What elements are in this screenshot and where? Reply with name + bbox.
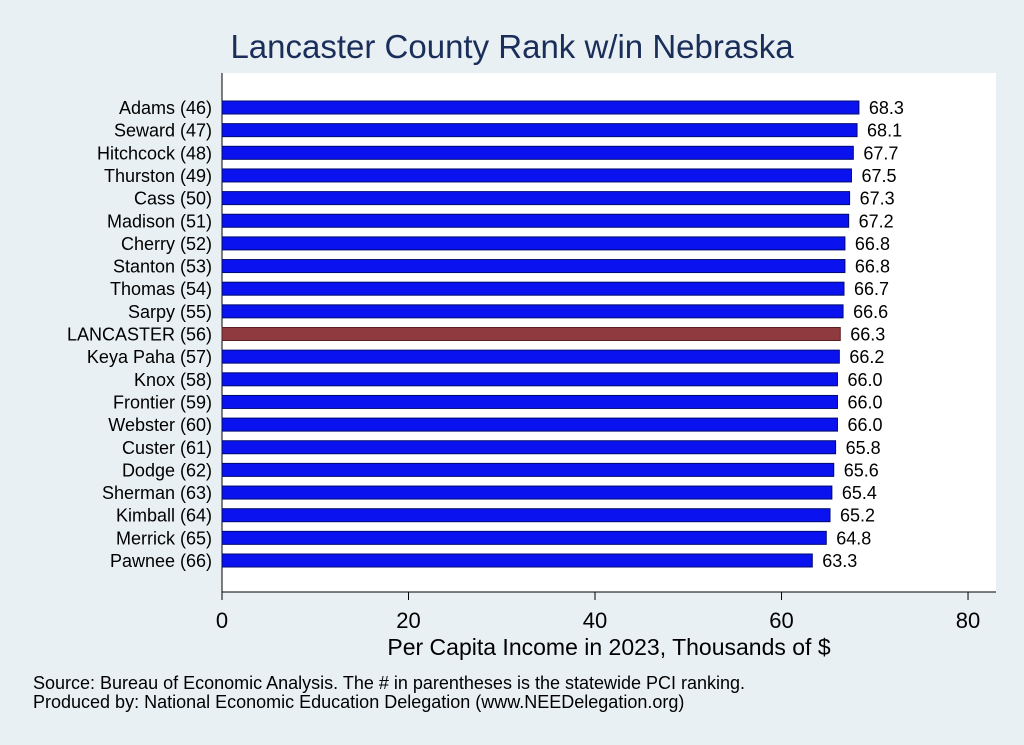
data-label: 66.8 <box>855 257 890 277</box>
x-tick-label: 20 <box>396 608 420 633</box>
data-label: 65.4 <box>842 483 877 503</box>
bar <box>221 394 838 409</box>
data-label: 65.8 <box>846 438 881 458</box>
data-label: 65.2 <box>840 506 875 526</box>
bar <box>221 462 835 477</box>
data-label: 66.6 <box>853 302 888 322</box>
category-label: Merrick (65) <box>116 528 212 548</box>
x-axis-label: Per Capita Income in 2023, Thousands of … <box>387 634 831 660</box>
bar <box>221 259 846 274</box>
category-label: Cass (50) <box>134 189 212 209</box>
bar <box>221 281 845 296</box>
bar <box>221 372 838 387</box>
category-label: Keya Paha (57) <box>87 347 212 367</box>
data-label: 66.0 <box>847 415 882 435</box>
bar <box>221 168 852 183</box>
data-label: 66.0 <box>847 370 882 390</box>
category-label: Adams (46) <box>119 98 212 118</box>
producer-note: Produced by: National Economic Education… <box>33 692 685 712</box>
category-label: LANCASTER (56) <box>67 325 212 345</box>
bars-layer: Adams (46) 68.3 Seward (47) 68.1 Hitchcock (… <box>67 98 904 571</box>
category-label: Madison (51) <box>107 211 212 231</box>
data-label: 67.7 <box>863 143 898 163</box>
data-label: 67.2 <box>859 211 894 231</box>
data-label: 63.3 <box>822 551 857 571</box>
category-label: Dodge (62) <box>122 460 212 480</box>
data-label: 68.1 <box>867 121 902 141</box>
ticks-layer: 0 20 40 60 80 <box>216 592 980 633</box>
data-label: 65.6 <box>844 460 879 480</box>
bar <box>221 145 854 160</box>
bar <box>221 349 840 364</box>
bar <box>221 530 827 545</box>
category-label: Pawnee (66) <box>110 551 212 571</box>
category-label: Sherman (63) <box>102 483 212 503</box>
x-tick-label: 40 <box>583 608 607 633</box>
data-label: 66.3 <box>850 325 885 345</box>
category-label: Kimball (64) <box>116 506 212 526</box>
bar <box>221 440 837 455</box>
x-tick-label: 60 <box>769 608 793 633</box>
bar <box>221 417 838 432</box>
bar <box>221 191 851 206</box>
bar <box>221 123 858 138</box>
data-label: 66.8 <box>855 234 890 254</box>
category-label: Sarpy (55) <box>128 302 212 322</box>
data-label: 68.3 <box>869 98 904 118</box>
category-label: Webster (60) <box>108 415 212 435</box>
bar <box>221 553 813 568</box>
data-label: 66.7 <box>854 279 889 299</box>
data-label: 66.2 <box>849 347 884 367</box>
category-label: Stanton (53) <box>113 257 212 277</box>
category-label: Hitchcock (48) <box>97 143 212 163</box>
data-label: 66.0 <box>847 392 882 412</box>
category-label: Thomas (54) <box>110 279 212 299</box>
category-label: Custer (61) <box>122 438 212 458</box>
bar <box>221 236 846 251</box>
data-label: 67.5 <box>861 166 896 186</box>
source-note: Source: Bureau of Economic Analysis. The… <box>33 673 746 693</box>
category-label: Thurston (49) <box>104 166 212 186</box>
bar <box>221 327 841 341</box>
bar <box>221 304 844 319</box>
bar <box>221 508 831 523</box>
category-label: Knox (58) <box>134 370 212 390</box>
category-label: Seward (47) <box>114 121 212 141</box>
chart-title: Lancaster County Rank w/in Nebraska <box>230 28 794 65</box>
category-label: Cherry (52) <box>121 234 212 254</box>
data-label: 67.3 <box>860 189 895 209</box>
bar <box>221 100 860 115</box>
category-label: Frontier (59) <box>113 392 212 412</box>
data-label: 64.8 <box>836 528 871 548</box>
bar <box>221 213 850 228</box>
x-tick-label: 80 <box>956 608 980 633</box>
x-tick-label: 0 <box>216 608 228 633</box>
bar <box>221 485 833 500</box>
